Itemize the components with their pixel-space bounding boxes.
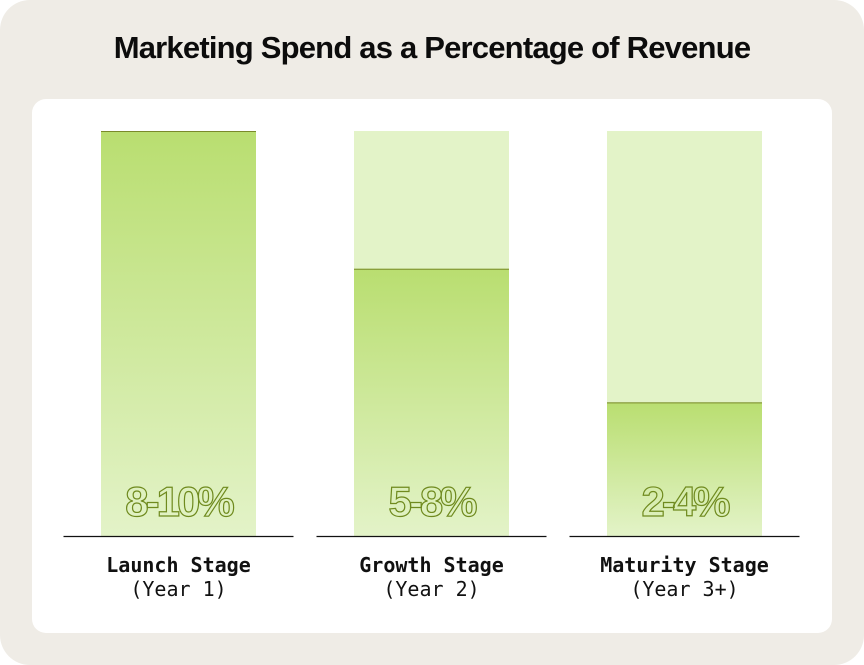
- category-label: Launch Stage (Year 1): [64, 553, 294, 601]
- data-label: 5-8%: [388, 478, 477, 525]
- category-label: Maturity Stage (Year 3+): [570, 553, 800, 601]
- category-label: Growth Stage (Year 2): [317, 553, 547, 601]
- category-name: Growth Stage: [359, 553, 504, 577]
- chart-title: Marketing Spend as a Percentage of Reven…: [113, 30, 751, 65]
- bar: [607, 402, 762, 536]
- category-name: Maturity Stage: [600, 553, 769, 577]
- bar: [101, 131, 256, 536]
- category-name: Launch Stage: [106, 553, 251, 577]
- category-sub: (Year 1): [130, 577, 227, 601]
- category-sub: (Year 3+): [630, 577, 739, 601]
- bar: [354, 268, 509, 536]
- data-label: 2-4%: [641, 478, 730, 525]
- data-label: 8-10%: [125, 478, 234, 525]
- category-sub: (Year 2): [383, 577, 480, 601]
